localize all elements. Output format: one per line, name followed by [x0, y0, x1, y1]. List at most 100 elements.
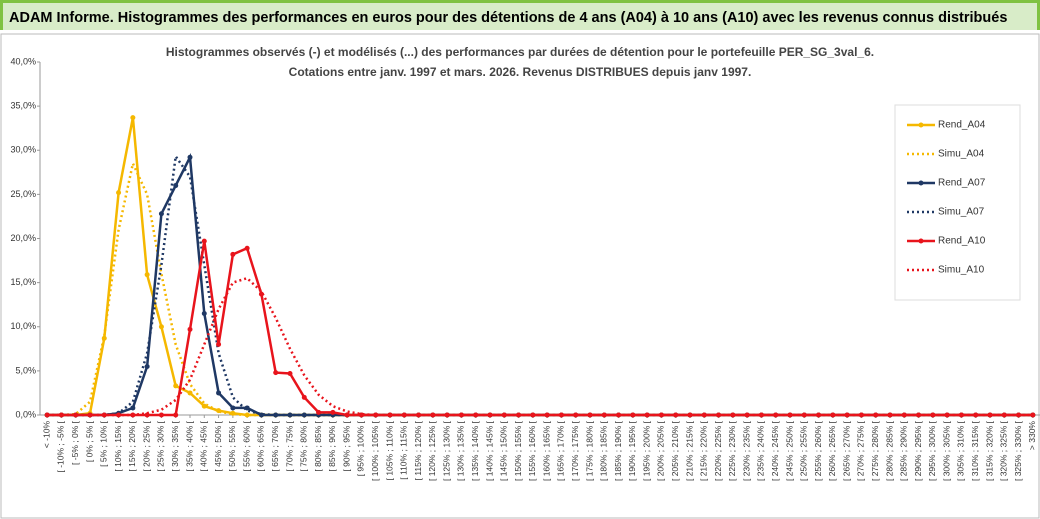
marker [158, 211, 164, 217]
x-tick-label: [ 85% ; 90% [ [327, 420, 337, 471]
banner: ADAM Informe. Histogrammes des performan… [0, 0, 1040, 30]
marker [258, 412, 264, 418]
x-tick-label: [ 255% ; 260% [ [813, 420, 823, 481]
marker [201, 238, 207, 244]
x-tick-label: [ 170% ; 175% [ [570, 420, 580, 481]
x-tick-label: [ 190% ; 195% [ [627, 420, 637, 481]
x-tick-label: [ 55% ; 60% [ [241, 420, 251, 471]
y-tick-label: 5,0% [15, 365, 36, 375]
x-tick-label: [ 120% ; 125% [ [427, 420, 437, 481]
marker [244, 245, 250, 251]
marker [173, 383, 179, 389]
x-tick-label: [ 315% ; 320% [ [984, 420, 994, 481]
x-tick-label: [ 140% ; 145% [ [484, 420, 494, 481]
chart-frame [0, 33, 1040, 519]
x-tick-label: [ -10% ; -5% [ [56, 420, 66, 472]
marker [187, 154, 193, 160]
x-tick-label: [ -5% ; 0% [ [70, 420, 80, 465]
y-tick-label: 25,0% [10, 189, 36, 199]
x-tick-label: [ 90% ; 95% [ [341, 420, 351, 471]
x-tick-label: [ 165% ; 170% [ [556, 420, 566, 481]
x-tick-label: [ 25% ; 30% [ [156, 420, 166, 471]
marker [187, 390, 193, 396]
x-tick-label: [ 115% ; 120% [ [413, 420, 423, 480]
marker [144, 363, 150, 369]
chart-title: Histogrammes observés (-) et modélisés (… [166, 45, 874, 59]
marker [201, 403, 207, 409]
chart: Histogrammes observés (-) et modélisés (… [0, 33, 1040, 519]
marker [116, 190, 122, 196]
x-tick-label: [ 150% ; 155% [ [513, 420, 523, 481]
x-tick-label: [ 0% ; 5% [ [84, 420, 94, 462]
x-tick-label: [ 290% ; 295% [ [913, 420, 923, 481]
x-tick-label: [ 220% ; 225% [ [713, 420, 723, 481]
x-tick-label: [ 225% ; 230% [ [727, 420, 737, 481]
x-tick-label: [ 210% ; 215% [ [684, 420, 694, 481]
marker [73, 412, 79, 418]
marker [216, 390, 222, 396]
marker [273, 370, 279, 376]
x-tick-label: [ 260% ; 265% [ [827, 420, 837, 481]
marker [130, 405, 136, 411]
x-tick-label: [ 20% ; 25% [ [141, 420, 151, 471]
legend-marker [918, 180, 924, 186]
x-tick-label: [ 60% ; 65% [ [256, 420, 266, 471]
x-tick-label: < -10% [41, 421, 51, 449]
y-tick-label: 0,0% [15, 409, 36, 419]
marker [244, 405, 250, 411]
x-tick-label: [ 245% ; 250% [ [784, 420, 794, 481]
x-tick-label: [ 185% ; 190% [ [613, 420, 623, 481]
series-line [47, 117, 1033, 417]
x-tick-label: [ 65% ; 70% [ [270, 420, 280, 471]
x-tick-label: [ 175% ; 180% [ [584, 420, 594, 481]
legend-marker [918, 238, 924, 244]
x-tick-label: [ 200% ; 205% [ [656, 420, 666, 481]
marker [316, 409, 322, 415]
marker [301, 394, 307, 400]
series-line [47, 152, 1033, 417]
x-tick-label: [ 75% ; 80% [ [299, 420, 309, 471]
legend-label: Simu_A10 [938, 265, 985, 276]
x-tick-label: [ 155% ; 160% [ [527, 420, 537, 481]
x-tick-label: [ 205% ; 210% [ [670, 420, 680, 481]
marker [773, 412, 779, 418]
x-tick-label: [ 110% ; 115% [ [399, 420, 409, 479]
marker [673, 412, 679, 418]
marker [216, 341, 222, 347]
marker [158, 324, 164, 330]
marker [973, 412, 979, 418]
x-tick-label: [ 125% ; 130% [ [441, 420, 451, 481]
y-tick-label: 35,0% [10, 101, 36, 111]
x-tick-label: [ 240% ; 245% [ [770, 420, 780, 481]
x-tick-label: [ 195% ; 200% [ [641, 420, 651, 481]
x-tick-label: [ 130% ; 135% [ [456, 420, 466, 481]
marker [287, 371, 293, 377]
x-tick-label: [ 270% ; 275% [ [856, 420, 866, 481]
x-tick-label: [ 280% ; 285% [ [884, 420, 894, 481]
y-tick-label: 10,0% [10, 321, 36, 331]
marker [173, 412, 179, 418]
legend-label: Simu_A07 [938, 207, 985, 218]
series-line [47, 153, 1033, 417]
y-tick-label: 15,0% [10, 277, 36, 287]
x-tick-label: [ 135% ; 140% [ [470, 420, 480, 481]
x-tick-label: [ 265% ; 270% [ [841, 420, 851, 481]
marker [330, 409, 336, 415]
marker [187, 326, 193, 332]
x-tick-label: [ 70% ; 75% [ [284, 420, 294, 471]
marker [173, 183, 179, 189]
y-tick-label: 20,0% [10, 233, 36, 243]
x-tick-label: [ 50% ; 55% [ [227, 420, 237, 471]
marker [473, 412, 479, 418]
marker [230, 410, 236, 416]
x-tick-label: [ 35% ; 40% [ [184, 420, 194, 471]
x-tick-label: [ 235% ; 240% [ [756, 420, 766, 481]
x-tick-label: [ 230% ; 235% [ [741, 420, 751, 481]
x-tick-label: [ 180% ; 185% [ [599, 420, 609, 481]
marker [158, 412, 164, 418]
x-tick-label: [ 95% ; 100% [ [356, 420, 366, 476]
marker [201, 311, 207, 317]
y-tick-label: 40,0% [10, 56, 36, 66]
marker [144, 272, 150, 278]
